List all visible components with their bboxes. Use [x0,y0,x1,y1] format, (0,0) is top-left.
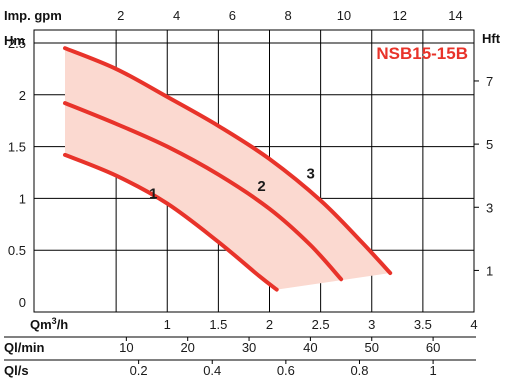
x-tick-gpm-0: 2 [117,8,124,23]
bottom-axis-title: Qm3/h [30,316,68,332]
x-tick-ls-2: 0.6 [277,363,295,378]
y-tick-m-4: 2 [19,88,26,103]
x-tick-lmin-3: 40 [303,340,317,355]
x-tick-m3h-0: 1 [164,317,171,332]
curve-2 [63,101,344,282]
x-tick-m3h-2: 2 [266,317,273,332]
operating-band [65,48,391,290]
x-tick-ls-4: 1 [429,363,436,378]
x-tick-lmin-2: 30 [242,340,256,355]
x-tick-lmin-0: 10 [119,340,133,355]
right-axis-title: Hft [482,31,501,46]
x-tick-lmin-1: 20 [180,340,194,355]
x-tick-ls-0: 0.2 [130,363,148,378]
y-tick-ft-3: 7 [486,74,493,89]
y-tick-m-3: 1.5 [8,140,26,155]
y-tick-m-2: 1 [19,191,26,206]
x-tick-m3h-1: 1.5 [209,317,227,332]
y-tick-m-5: 2.5 [8,36,26,51]
curve-3 [63,46,393,275]
bottom-axis-title-base: Qm [30,317,52,332]
pump-curves: 1 2 3 [63,46,393,292]
curve-1 [63,152,279,292]
x-tick-m3h-4: 3 [368,317,375,332]
curve-label-3: 3 [306,165,314,182]
x-tick-gpm-6: 14 [448,8,462,23]
x-tick-lmin-4: 50 [365,340,379,355]
y-tick-ft-0: 1 [486,263,493,278]
x-tick-gpm-4: 10 [337,8,351,23]
x-tick-m3h-5: 3.5 [414,317,432,332]
y-tick-m-1: 0.5 [8,243,26,258]
x-tick-ls-3: 0.8 [350,363,368,378]
x-tick-gpm-5: 12 [392,8,406,23]
y-tick-ft-1: 3 [486,200,493,215]
curve-label-2: 2 [257,178,265,195]
x-tick-gpm-1: 4 [173,8,180,23]
bottom-axis-title-sup: 3 [52,316,57,326]
x-tick-m3h-6: 4 [470,317,477,332]
lmin-axis-title: Ql/min [4,340,45,355]
left-axis-title: Hm [4,33,25,48]
chart-title: NSB15-15B [376,44,468,63]
ls-axis-title: Ql/s [4,363,29,378]
x-tick-gpm-2: 6 [229,8,236,23]
x-tick-gpm-3: 8 [285,8,292,23]
top-axis-title: Imp. gpm [4,8,62,23]
x-tick-m3h-3: 2.5 [312,317,330,332]
y-tick-ft-2: 5 [486,137,493,152]
plot-frame [33,29,475,313]
x-tick-lmin-5: 60 [426,340,440,355]
x-tick-ls-1: 0.4 [203,363,221,378]
y-tick-m-0: 0 [19,295,26,310]
bottom-axis-title-rest: /h [57,317,69,332]
curve-label-1: 1 [149,186,157,203]
